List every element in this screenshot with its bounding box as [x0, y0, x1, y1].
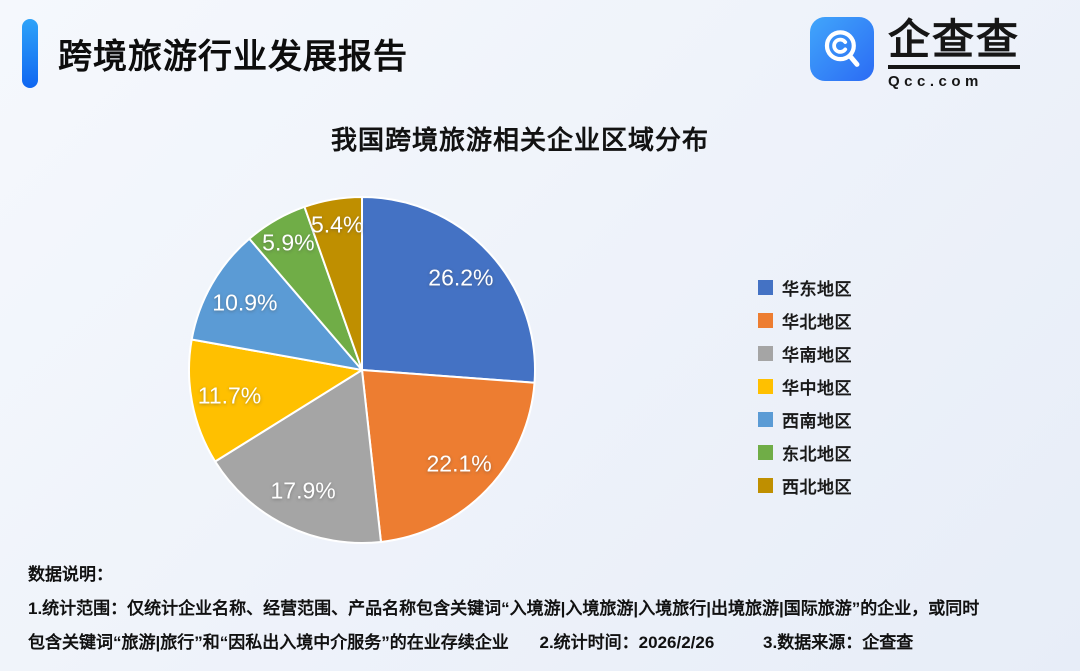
legend-label: 东北地区: [782, 444, 852, 464]
pie-slice-5: [190, 237, 363, 371]
legend-swatch: [758, 411, 773, 427]
notes-title: 数据说明：: [28, 565, 113, 584]
pie-label-6: 5.9%: [262, 229, 315, 256]
legend-item-2: 华北地区: [758, 311, 852, 332]
legend-item-7: 西北地区: [758, 476, 852, 497]
qcc-logo-icon: [810, 17, 874, 81]
legend-label: 华中地区: [782, 378, 852, 398]
pie-slice-3: [214, 369, 382, 544]
pie-label-2: 22.1%: [426, 450, 492, 477]
notes: 数据说明： 1.统计范围：仅统计企业名称、经营范围、产品名称包含关键词“入境游|…: [28, 558, 1068, 660]
pie-label-5: 10.9%: [212, 289, 278, 316]
legend-swatch: [758, 378, 773, 394]
notes-line2-row: 包含关键词“旅游|旅行”和“因私出入境中介服务”的在业存续企业 2.统计时间：2…: [28, 626, 1068, 660]
notes-line2: 包含关键词“旅游|旅行”和“因私出入境中介服务”的在业存续企业: [28, 633, 509, 652]
pie-label-1: 26.2%: [428, 264, 494, 291]
pie-svg: [188, 196, 536, 544]
legend-item-3: 华南地区: [758, 344, 852, 365]
header-accent-bar: [22, 19, 38, 88]
legend-swatch: [758, 279, 773, 295]
pie-slice-4: [188, 338, 363, 463]
magnifier-icon: [824, 30, 860, 67]
qcc-logo-text: 企查查 Qcc.com: [888, 17, 1021, 91]
logo-domain: Qcc.com: [888, 73, 983, 91]
legend-item-5: 西南地区: [758, 410, 852, 431]
legend-label: 华南地区: [782, 345, 852, 365]
legend-swatch: [758, 477, 773, 493]
logo-name: 企查查: [888, 17, 1021, 70]
pie-chart: 26.2% 22.1% 17.9% 11.7% 10.9% 5.9% 5.4%: [184, 192, 540, 548]
pie-label-7: 5.4%: [310, 211, 364, 238]
legend-label: 西北地区: [782, 477, 852, 497]
legend-label: 西南地区: [782, 411, 852, 431]
legend-swatch: [758, 345, 773, 361]
legend-item-1: 华东地区: [758, 278, 852, 299]
legend-label: 华东地区: [782, 279, 852, 299]
pie-slice-7: [303, 196, 363, 371]
legend-swatch: [758, 444, 773, 460]
pie-slice-2: [361, 369, 536, 543]
legend-item-6: 东北地区: [758, 443, 852, 464]
chart-legend: 华东地区华北地区华南地区华中地区西南地区东北地区西北地区: [758, 278, 852, 509]
qcc-logo: 企查查 Qcc.com: [810, 17, 1021, 91]
pie-label-4: 11.7%: [197, 382, 262, 408]
legend-swatch: [758, 312, 773, 328]
pie-slice-1: [361, 196, 536, 384]
notes-source: 3.数据来源：企查查: [763, 633, 914, 652]
pie-label-3: 17.9%: [270, 477, 336, 504]
notes-stat-time: 2.统计时间：2026/2/26: [539, 633, 715, 652]
notes-line1: 1.统计范围：仅统计企业名称、经营范围、产品名称包含关键词“入境游|入境旅游|入…: [28, 599, 980, 618]
report-title: 跨境旅游行业发展报告: [58, 37, 408, 76]
legend-item-4: 华中地区: [758, 377, 852, 398]
legend-label: 华北地区: [782, 312, 852, 332]
chart-title: 我国跨境旅游相关企业区域分布: [330, 125, 710, 155]
